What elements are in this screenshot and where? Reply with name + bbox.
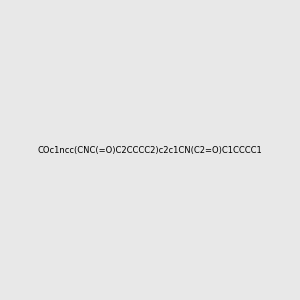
Text: COc1ncc(CNC(=O)C2CCCC2)c2c1CN(C2=O)C1CCCC1: COc1ncc(CNC(=O)C2CCCC2)c2c1CN(C2=O)C1CCC… [38, 146, 262, 154]
